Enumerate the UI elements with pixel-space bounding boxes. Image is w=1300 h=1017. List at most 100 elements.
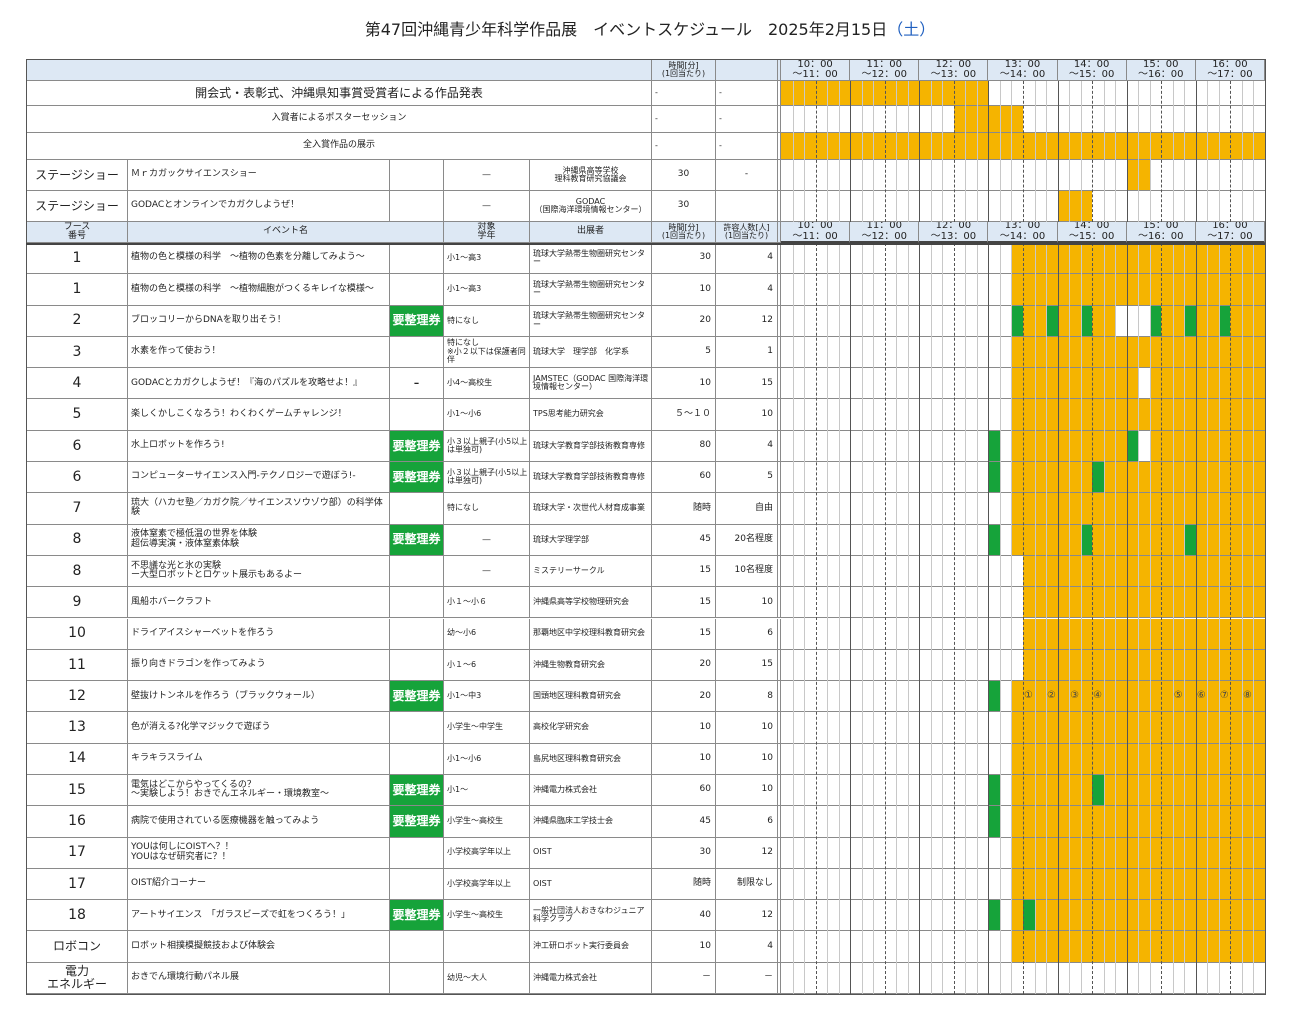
schedule-slot <box>1195 931 1208 962</box>
schedule-slot <box>1023 587 1035 618</box>
schedule-slot <box>1092 806 1104 837</box>
schedule-slot <box>1103 133 1116 159</box>
schedule-slot <box>1057 681 1070 712</box>
schedule-slot <box>1115 806 1127 837</box>
schedule-slot <box>1115 618 1127 649</box>
schedule-slot <box>1103 305 1116 336</box>
schedule-slot <box>1172 462 1185 493</box>
schedule-slot <box>1138 868 1150 900</box>
schedule-slot <box>1080 681 1093 712</box>
schedule-slot <box>1184 649 1196 681</box>
schedule-slot <box>1241 868 1254 900</box>
schedule-slot <box>1057 430 1070 462</box>
schedule-slot <box>1103 618 1116 649</box>
time-grid-line <box>1092 81 1094 222</box>
schedule-slot <box>1011 368 1023 399</box>
schedule-slot <box>1230 524 1242 555</box>
schedule-slot <box>1057 399 1070 430</box>
booth-cell: ステージショー <box>27 160 128 191</box>
booth-cell: 6 <box>27 430 128 463</box>
time-grid-line <box>907 81 909 222</box>
hour-label: 10：00 ～11：00 <box>781 222 851 243</box>
schedule-slot <box>965 133 977 159</box>
schedule-slot <box>1253 133 1265 159</box>
time-cell: 10 <box>652 368 716 400</box>
time-grid-line <box>1138 81 1140 222</box>
schedule-slot <box>1057 868 1070 900</box>
time-grid-line <box>1207 81 1209 222</box>
schedule-slot <box>999 133 1012 159</box>
organizer-cell: 沖縄県臨床工学技士会 <box>530 806 652 838</box>
event-cell: 植物の色と模様の科学 ～植物の色素を分離してみよう～ <box>128 243 390 275</box>
schedule-slot <box>1057 133 1070 159</box>
header-blank <box>716 60 778 81</box>
title-weekday: （土） <box>887 20 936 39</box>
gap-cell <box>778 191 781 222</box>
schedule-slot <box>1126 900 1139 931</box>
schedule-slot <box>1023 399 1035 430</box>
time-cell: 15 <box>652 587 716 619</box>
time-grid-line <box>1126 81 1128 222</box>
schedule-slot <box>1092 524 1104 555</box>
schedule-slot <box>1092 868 1104 900</box>
schedule-slot <box>1149 900 1162 931</box>
event-cell: 色が消える?化学マジックで遊ぼう <box>128 712 390 744</box>
schedule-slot <box>1011 336 1023 368</box>
schedule-slot <box>1057 618 1070 649</box>
schedule-slot <box>1057 555 1070 587</box>
time-grid-line <box>1161 81 1163 222</box>
schedule-slot <box>1023 133 1035 159</box>
schedule-slot <box>1149 368 1162 399</box>
header-event: イベント名 <box>128 222 444 243</box>
schedule-slot <box>1034 399 1047 430</box>
time-grid-line <box>1253 243 1255 994</box>
schedule-slot <box>1218 336 1231 368</box>
schedule-slot <box>1184 243 1196 274</box>
schedule-slot <box>1230 743 1242 774</box>
schedule-slot <box>1138 399 1150 430</box>
schedule-slot <box>1241 931 1254 962</box>
schedule-slot <box>1023 524 1035 555</box>
schedule-slot <box>1149 336 1162 368</box>
schedule-slot <box>1161 399 1173 430</box>
time: - <box>652 81 716 106</box>
schedule-slot <box>1103 587 1116 618</box>
schedule-slot <box>1241 618 1254 649</box>
schedule-slot <box>1069 743 1081 774</box>
schedule-slot <box>1230 774 1242 806</box>
schedule-slot <box>1161 743 1173 774</box>
schedule-slot <box>1195 774 1208 806</box>
schedule-slot <box>919 81 931 105</box>
schedule-slot <box>1034 274 1047 305</box>
time-cell: 20 <box>652 305 716 337</box>
ticket-cell <box>390 743 444 775</box>
schedule-slot <box>1034 555 1047 587</box>
schedule-slot <box>1034 368 1047 399</box>
schedule-slot <box>988 681 1000 712</box>
schedule-slot <box>1080 587 1093 618</box>
schedule-slot <box>1092 649 1104 681</box>
target-cell: 小学校高学年以上 <box>444 868 530 901</box>
schedule-slot <box>1115 243 1127 274</box>
time-grid-line <box>999 81 1001 222</box>
gap-cell <box>778 681 781 713</box>
gap-cell <box>778 618 781 650</box>
schedule-slot <box>1023 837 1035 868</box>
event-cell: ブロッコリーからDNAを取り出そう！ <box>128 305 390 337</box>
schedule-slot <box>1149 649 1162 681</box>
ticket-cell: 要整理券 <box>390 681 444 713</box>
slot-label: ⑥ <box>1196 689 1206 701</box>
ticket-cell <box>390 191 444 222</box>
schedule-slot <box>1218 837 1231 868</box>
organizer-cell: 琉球大学・次世代人材育成事業 <box>530 493 652 525</box>
target-cell: 小学校高学年以上 <box>444 837 530 869</box>
schedule-slot <box>1218 900 1231 931</box>
schedule-slot <box>1069 649 1081 681</box>
schedule-slot <box>1057 493 1070 524</box>
time-cell: 5 <box>652 336 716 369</box>
organizer-cell: 琉球大学熱帯生物圏研究センター <box>530 243 652 275</box>
schedule-slot <box>1184 368 1196 399</box>
schedule-slot <box>1241 368 1254 399</box>
schedule-slot <box>1092 493 1104 524</box>
schedule-slot <box>1046 931 1058 962</box>
